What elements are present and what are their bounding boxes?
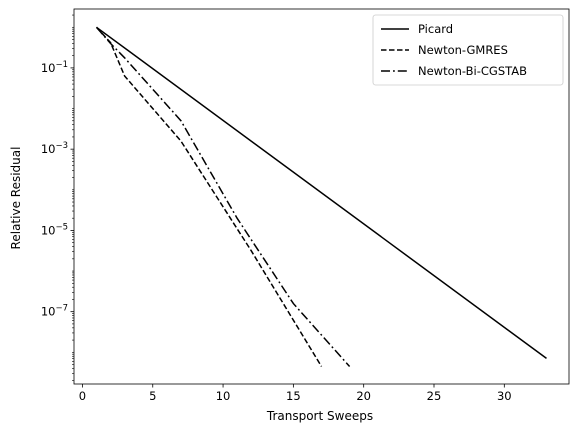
series-line-newton-bi-cgstab	[95, 26, 351, 367]
x-tick-label: 5	[149, 389, 156, 403]
y-tick-label: 10−5	[41, 222, 68, 237]
x-axis-label: Transport Sweeps	[266, 409, 373, 423]
legend-label: Newton-GMRES	[418, 43, 508, 57]
series-line-picard	[96, 26, 547, 360]
legend-box	[372, 14, 564, 86]
y-tick-label: 10−7	[41, 304, 68, 319]
axes-frame	[73, 8, 570, 385]
legend-label: Newton-Bi-CGSTAB	[418, 64, 527, 78]
legend: Picard Newton-GMRES Newton-Bi-CGSTAB	[372, 14, 564, 86]
x-tick-label: 0	[79, 389, 86, 403]
x-tick-label: 20	[356, 389, 371, 403]
y-axis-label: Relative Residual	[9, 147, 23, 250]
axes: 0 5 10 15 20 25 30 10−1 10−3 10−5 10−7	[41, 8, 570, 403]
x-tick-label: 25	[427, 389, 442, 403]
legend-label: Picard	[418, 22, 453, 36]
x-tick-label: 10	[216, 389, 231, 403]
plot-area	[95, 26, 547, 367]
x-tick-label: 15	[286, 389, 301, 403]
series-line-newton-gmres	[95, 26, 323, 367]
x-tick-label: 30	[497, 389, 512, 403]
y-tick-label: 10−1	[41, 60, 68, 75]
y-tick-label: 10−3	[41, 141, 68, 156]
